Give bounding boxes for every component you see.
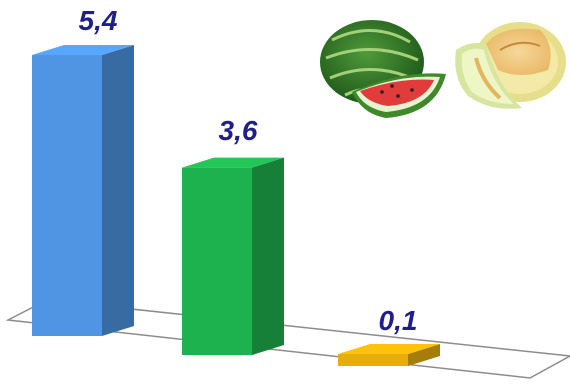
- bar-2-side: [252, 157, 284, 355]
- bars-group: [32, 45, 440, 366]
- bar-1-top: [32, 45, 134, 55]
- bar-1-side: [102, 45, 134, 336]
- bar-2-top: [182, 157, 284, 168]
- data-label-3: 0,1: [379, 305, 418, 336]
- melon-image: [455, 22, 566, 109]
- bar-2-front: [182, 167, 252, 355]
- bar-3-side: [408, 344, 440, 366]
- bar-3: [338, 344, 440, 366]
- data-label-2: 3,6: [219, 115, 258, 146]
- bar-3-front: [338, 354, 408, 366]
- bar-2: [182, 157, 284, 355]
- bar-3-top: [338, 344, 440, 354]
- data-label-1: 5,4: [79, 5, 118, 36]
- data-labels: 5,4 3,6 0,1: [79, 5, 418, 336]
- bar-1: [32, 45, 134, 336]
- bar-1-front: [32, 55, 102, 336]
- watermelon-image: [320, 20, 446, 118]
